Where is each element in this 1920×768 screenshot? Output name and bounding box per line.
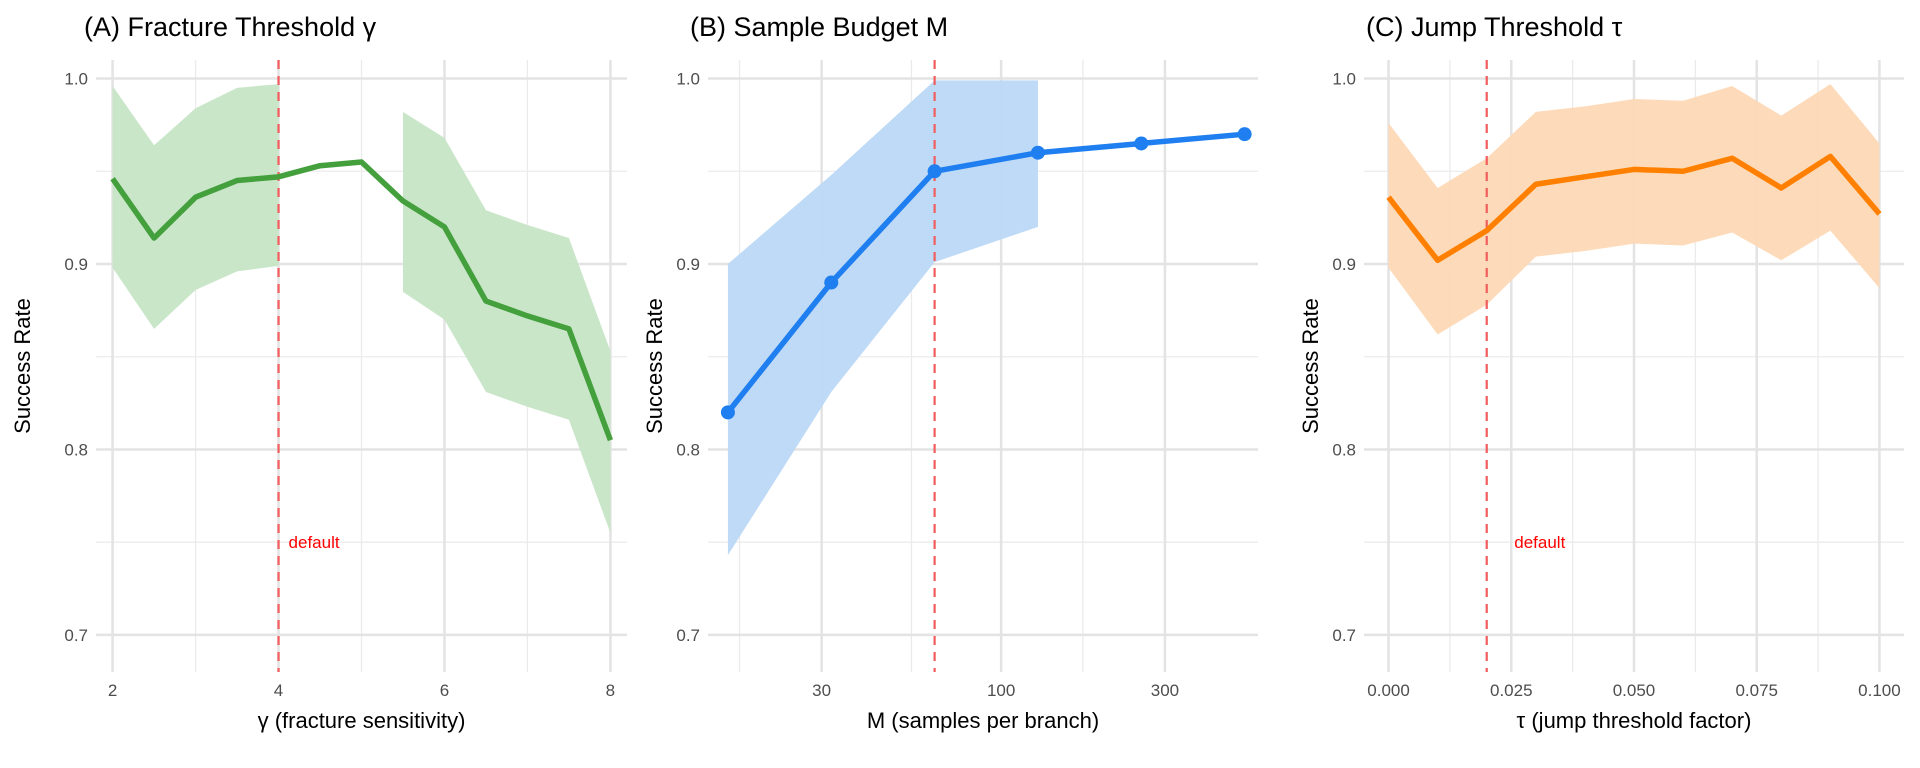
confidence-band [402, 111, 611, 533]
panel-title: (C) Jump Threshold τ [1366, 12, 1623, 42]
data-point [1030, 145, 1045, 160]
x-tick-label: 300 [1151, 681, 1179, 700]
series-line [725, 131, 1245, 415]
y-tick-label: 1.0 [64, 70, 88, 89]
x-tick-label: 4 [274, 681, 283, 700]
x-tick-label: 0.100 [1858, 681, 1901, 700]
panel-title: (B) Sample Budget M [690, 12, 948, 42]
x-tick-label: 0.000 [1367, 681, 1410, 700]
data-point [1134, 136, 1149, 151]
y-axis-title: Success Rate [10, 298, 35, 434]
x-tick-label: 8 [606, 681, 615, 700]
data-point [824, 275, 839, 290]
x-axis-title: M (samples per branch) [867, 708, 1099, 733]
y-axis-title: Success Rate [1298, 298, 1323, 434]
panel-c: default 0.7 0.8 0.9 1.0 0.000 0.025 0.050 0.075 0… [1298, 12, 1904, 733]
confidence-band [112, 84, 279, 329]
panel-title: (A) Fracture Threshold γ [84, 12, 377, 42]
y-tick-label: 0.8 [1332, 440, 1356, 459]
x-axis-title: γ (fracture sensitivity) [258, 708, 466, 733]
data-point [927, 164, 942, 179]
panel-a: default 0.7 0.8 0.9 1.0 2 4 6 8 (A) Fracture Thre… [10, 12, 627, 733]
y-tick-label: 0.8 [64, 440, 88, 459]
x-tick-label: 6 [440, 681, 449, 700]
series-line [1386, 153, 1882, 264]
y-tick-label: 0.7 [1332, 626, 1356, 645]
y-tick-label: 0.9 [1332, 255, 1356, 274]
data-point [1237, 127, 1252, 142]
x-tick-label: 100 [987, 681, 1015, 700]
panel-b: 0.7 0.8 0.9 1.0 30 100 300 (B) Sample Budget M M… [642, 12, 1258, 733]
x-tick-label: 30 [812, 681, 831, 700]
data-point [720, 405, 735, 420]
y-tick-label: 0.7 [676, 626, 700, 645]
default-label: default [289, 533, 340, 552]
x-tick-label: 0.025 [1490, 681, 1533, 700]
x-tick-label: 0.075 [1735, 681, 1778, 700]
default-label: default [1514, 533, 1565, 552]
series-line [110, 159, 613, 442]
y-tick-label: 0.9 [676, 255, 700, 274]
y-tick-label: 0.7 [64, 626, 88, 645]
y-tick-label: 1.0 [1332, 70, 1356, 89]
y-tick-label: 0.9 [64, 255, 88, 274]
y-tick-label: 1.0 [676, 70, 700, 89]
y-tick-label: 0.8 [676, 440, 700, 459]
x-tick-label: 2 [108, 681, 117, 700]
y-axis-title: Success Rate [642, 298, 667, 434]
confidence-band [1388, 84, 1880, 335]
confidence-band [727, 80, 1038, 556]
x-tick-label: 0.050 [1613, 681, 1656, 700]
x-axis-title: τ (jump threshold factor) [1517, 708, 1752, 733]
